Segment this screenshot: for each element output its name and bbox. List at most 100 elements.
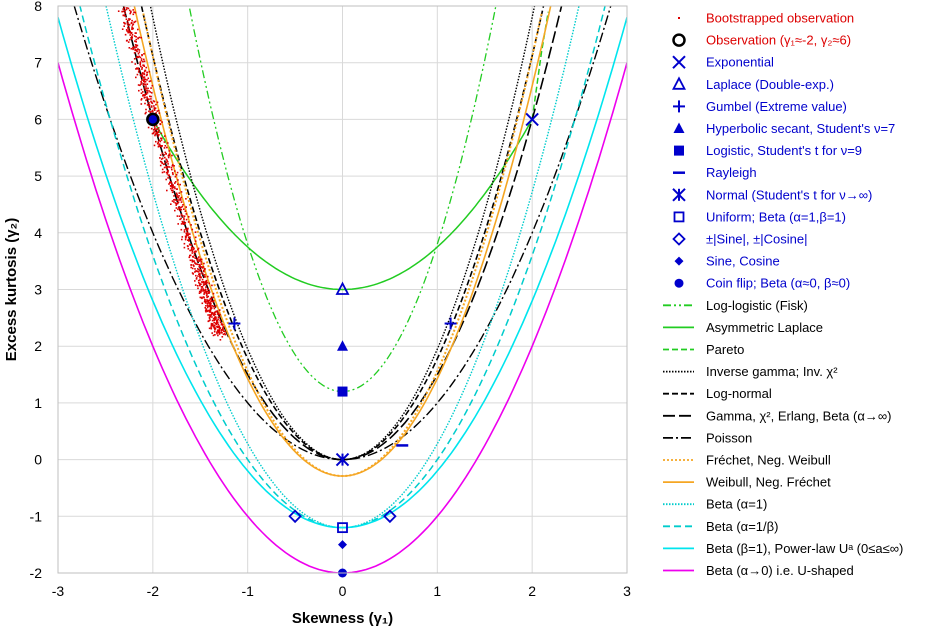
data-point-shape	[337, 386, 348, 397]
bootstrap-dot	[170, 166, 173, 169]
bootstrap-dot	[224, 330, 227, 333]
bootstrap-dot	[180, 223, 183, 225]
bootstrap-dot	[209, 310, 211, 313]
bootstrap-dot	[208, 327, 211, 330]
bootstrap-dot	[138, 89, 140, 92]
bootstrap-dot	[200, 261, 202, 263]
bootstrap-dot	[214, 324, 216, 327]
curve-line	[58, 17, 627, 529]
bootstrap-dot	[196, 257, 199, 260]
bootstrap-dot	[150, 127, 153, 130]
bootstrap-dot	[189, 244, 191, 246]
legend-label: Fréchet, Neg. Weibull	[706, 453, 831, 468]
bootstrap-dot	[172, 184, 174, 186]
bootstrap-dot	[159, 157, 161, 159]
bootstrap-dot	[126, 22, 129, 25]
bootstrap-dot	[153, 107, 156, 109]
bootstrap-dot	[150, 95, 152, 98]
legend-marker-shape	[672, 33, 686, 47]
bootstrap-dot	[200, 271, 203, 274]
bootstrap-dot	[194, 268, 196, 270]
bootstrap-dot	[142, 84, 145, 86]
bootstrap-dot	[123, 14, 126, 16]
bootstrap-dot	[158, 112, 161, 114]
bootstrap-dot	[135, 48, 137, 51]
bootstrap-dot	[132, 23, 135, 25]
bootstrap-dot	[157, 135, 159, 137]
bootstrap-dot	[208, 304, 211, 307]
bootstrap-dot	[159, 145, 162, 147]
bootstrap-dot	[199, 296, 202, 299]
legend-label: Gumbel (Extreme value)	[706, 99, 847, 114]
bootstrap-dot	[172, 173, 174, 176]
bootstrap-dot	[205, 294, 208, 297]
bootstrap-dot	[126, 30, 128, 32]
bootstrap-dot	[182, 221, 184, 223]
bootstrap-dot	[131, 61, 133, 63]
bootstrap-dot	[204, 302, 207, 304]
curve-line	[149, 6, 536, 461]
bootstrap-dot	[155, 112, 157, 114]
bootstrap-dot	[208, 282, 210, 285]
bootstrap-dot	[137, 28, 139, 31]
legend-label: Log-logistic (Fisk)	[706, 298, 808, 313]
bootstrap-dot	[203, 290, 206, 292]
bootstrap-dot	[139, 74, 142, 76]
bootstrap-dot	[211, 316, 213, 318]
data-point	[525, 112, 539, 127]
x-tick-label: 1	[433, 583, 441, 599]
bootstrap-dot	[180, 199, 182, 201]
bootstrap-dot	[148, 80, 151, 83]
bootstrap-dot	[163, 154, 165, 156]
legend-item: Logistic, Student's t for ν=9	[674, 143, 862, 158]
bootstrap-dot	[213, 327, 216, 329]
bootstrap-dot	[192, 273, 194, 275]
bootstrap-dot	[204, 274, 206, 276]
bootstrap-dot	[208, 309, 210, 312]
bootstrap-dot	[143, 83, 145, 85]
legend-marker	[673, 211, 685, 223]
bootstrap-dot	[123, 3, 125, 5]
bootstrap-dot	[135, 38, 138, 41]
bootstrap-dot	[194, 262, 197, 265]
bootstrap-dot	[150, 92, 153, 94]
bootstrap-dot	[143, 60, 146, 63]
bootstrap-dot	[143, 81, 146, 83]
bootstrap-dot	[206, 290, 209, 293]
bootstrap-dot	[214, 305, 217, 307]
bootstrap-dot	[211, 284, 213, 287]
bootstrap-dot	[151, 132, 154, 135]
bootstrap-dot	[217, 318, 219, 320]
bootstrap-dot	[200, 276, 202, 279]
bootstrap-dot	[195, 278, 198, 280]
bootstrap-dot	[169, 181, 171, 184]
bootstrap-dot	[171, 165, 174, 167]
legend-label: Poisson	[706, 430, 752, 445]
data-point-shape	[288, 509, 302, 524]
bootstrap-dot	[159, 154, 162, 156]
bootstrap-dot	[195, 274, 197, 277]
bootstrap-dot	[217, 334, 219, 337]
bootstrap-dot	[212, 334, 215, 337]
axes: -3 -2 -1 0 1 2 3 -2 -1 0 1 2 3 4 5 6 7 8 Skewness (γ₁) Exce…	[3, 0, 631, 627]
y-tick-label: 4	[34, 225, 42, 241]
bootstrap-dot	[171, 154, 173, 157]
bootstrap-dot	[212, 326, 215, 328]
bootstrap-dot	[210, 322, 213, 325]
bootstrap-dot	[147, 77, 150, 80]
bootstrap-dot	[187, 227, 189, 230]
bootstrap-dot	[186, 232, 188, 235]
bootstrap-dot	[191, 261, 194, 263]
bootstrap-dot	[198, 292, 201, 294]
bootstrap-dot	[129, 34, 131, 36]
bootstrap-dot	[207, 300, 210, 302]
bootstrap-dot	[128, 29, 130, 32]
bootstrap-dot	[203, 270, 205, 273]
bootstrap-dot	[208, 303, 211, 305]
bootstrap-dot	[150, 106, 153, 108]
legend-item: Beta (α=1)	[663, 497, 767, 512]
legend-label: Gamma, χ², Erlang, Beta (α→∞)	[706, 408, 891, 423]
bootstrap-dot	[176, 171, 179, 174]
legend: Bootstrapped observation Observation (γ₁≈…	[663, 11, 903, 578]
bootstrap-dot	[184, 221, 187, 224]
